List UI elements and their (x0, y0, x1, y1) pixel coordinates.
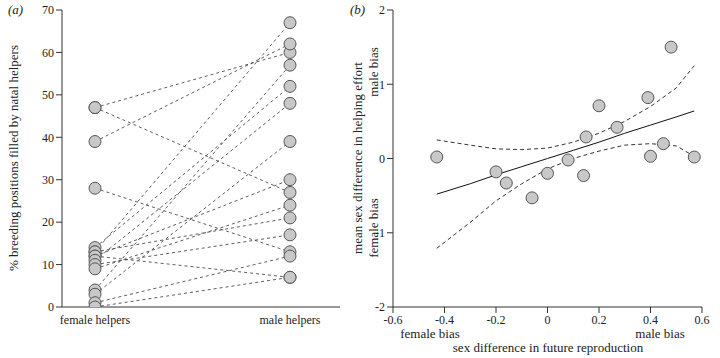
svg-text:-2: -2 (375, 300, 385, 314)
svg-text:-0.6: -0.6 (384, 313, 403, 327)
svg-text:60: 60 (42, 46, 54, 60)
svg-text:30: 30 (42, 173, 54, 187)
svg-text:female bias: female bias (366, 198, 381, 258)
svg-text:10: 10 (42, 258, 54, 272)
svg-text:0: 0 (545, 313, 551, 327)
svg-text:0: 0 (48, 300, 54, 314)
svg-text:female helpers: female helpers (60, 313, 131, 327)
svg-text:male bias: male bias (635, 326, 684, 341)
svg-text:(a): (a) (8, 2, 23, 17)
svg-text:50: 50 (42, 88, 54, 102)
svg-text:sex difference in future repro: sex difference in future reproduction (453, 340, 644, 355)
svg-text:female bias: female bias (400, 326, 460, 341)
svg-text:male helpers: male helpers (260, 313, 321, 327)
svg-text:0.6: 0.6 (695, 313, 710, 327)
svg-text:0.2: 0.2 (592, 313, 607, 327)
svg-text:-1: -1 (375, 226, 385, 240)
svg-text:0: 0 (379, 152, 385, 166)
svg-text:% breeding positions filled by: % breeding positions filled by natal hel… (8, 45, 21, 271)
svg-text:0.4: 0.4 (643, 313, 658, 327)
svg-text:-0.4: -0.4 (435, 313, 454, 327)
svg-text:mean sex difference in helping: mean sex difference in helping effort (350, 62, 365, 254)
svg-text:(b): (b) (350, 2, 365, 17)
svg-text:male bias: male bias (366, 47, 381, 96)
svg-text:-0.2: -0.2 (487, 313, 506, 327)
svg-text:40: 40 (42, 131, 54, 145)
svg-text:2: 2 (379, 3, 385, 17)
svg-text:70: 70 (42, 3, 54, 17)
svg-text:20: 20 (42, 215, 54, 229)
svg-text:1: 1 (379, 78, 385, 92)
